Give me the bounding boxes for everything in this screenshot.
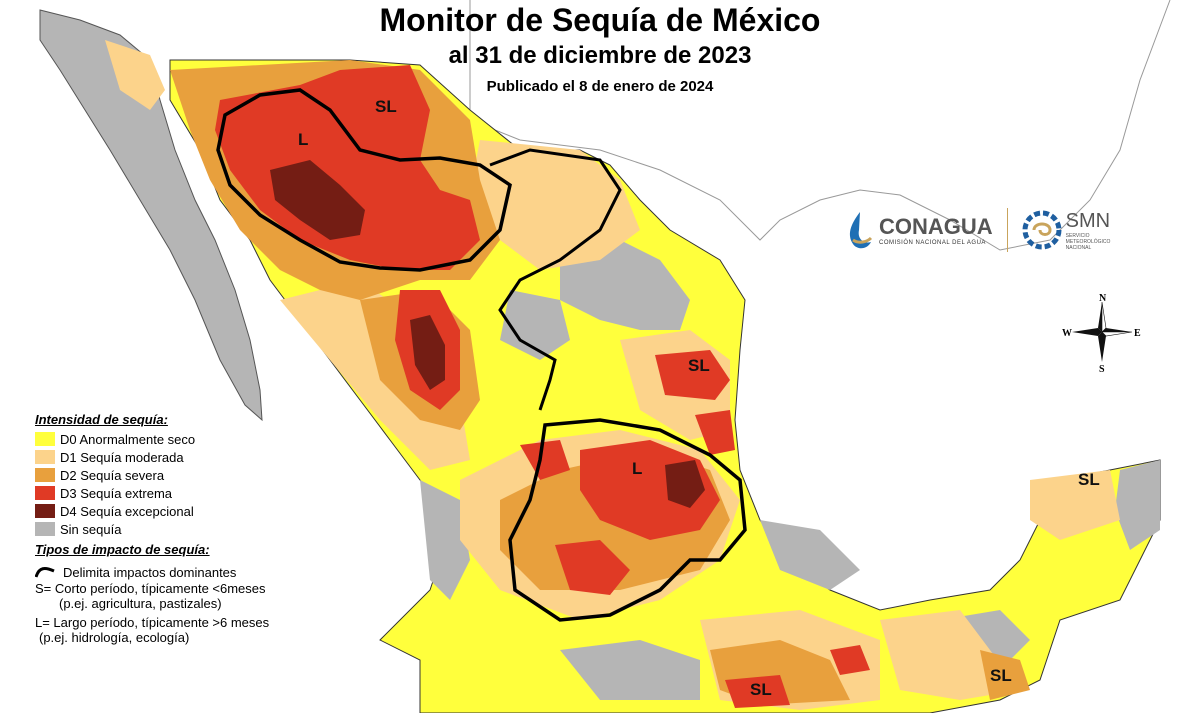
legend-item-label: D2 Sequía severa (60, 467, 165, 483)
d4-durango (410, 315, 445, 390)
gray-northeast (560, 240, 690, 330)
legend-item-label: Sin sequía (60, 521, 122, 537)
d2-southeast (980, 650, 1030, 700)
map-label-sl-northeast: SL (688, 356, 710, 375)
legend-item: D1 Sequía moderada (35, 448, 335, 466)
legend-item: D3 Sequía extrema (35, 484, 335, 502)
smn-subtitle-1: SERVICIO (1065, 232, 1090, 239)
legend-item: D0 Anormalmente seco (35, 430, 335, 448)
map-label-sl-south: SL (750, 680, 772, 699)
legend-swatch (35, 522, 55, 536)
gray-center-north (500, 290, 570, 360)
d1-yucatan (1030, 470, 1120, 540)
gray-south (560, 640, 700, 700)
d4-center (665, 460, 705, 508)
d1-north (470, 140, 640, 270)
legend-swatch (35, 450, 55, 464)
legend-swatch (35, 432, 55, 446)
baja-north-d1 (105, 40, 165, 110)
impact-boundary-northeast (489, 148, 622, 411)
legend-swatch (35, 468, 55, 482)
legend-boundary-row: Delimita impactos dominantes (35, 563, 335, 581)
smn-name: SMN (1065, 209, 1111, 232)
gray-pacific-south (420, 480, 470, 600)
gray-gulf-south (760, 520, 860, 590)
conagua-subtitle: COMISIÓN NACIONAL DEL AGUA (879, 240, 986, 246)
d3-center-west (520, 440, 570, 480)
d3-tamaulipas (695, 410, 735, 455)
map-label-l-northwest: L (298, 130, 309, 149)
d3-south-center (555, 540, 630, 595)
boundary-line-icon (35, 567, 55, 578)
legend-item-label: D0 Anormalmente seco (60, 431, 196, 447)
legend-intensity-title: Intensidad de sequía: (35, 412, 168, 427)
coastline-gulf (469, 0, 1171, 251)
impact-boundary-north (216, 88, 512, 272)
logos: CONAGUA COMISIÓN NACIONAL DEL AGUA SMN S… (845, 208, 1110, 252)
legend: Intensidad de sequía: D0 Anormalmente se… (35, 412, 335, 645)
legend-item-label: D3 Sequía extrema (60, 485, 173, 501)
compass-w: W (1062, 328, 1072, 339)
smn-logo-icon (1022, 210, 1062, 250)
publication-date: Publicado el 8 de enero de 2024 (486, 78, 714, 95)
compass-n: N (1099, 293, 1107, 304)
gray-yucatan (1115, 460, 1160, 550)
legend-long-1: L= Largo período, típicamente >6 meses (35, 615, 270, 630)
legend-short-2: (p.ej. agricultura, pastizales) (59, 596, 222, 611)
logo-divider (1006, 208, 1008, 252)
map-label-sl-southeast: SL (990, 666, 1012, 685)
legend-items: D0 Anormalmente seco D1 Sequía moderada D2… (35, 430, 335, 538)
legend-short-1: S= Corto período, típicamente <6meses (35, 581, 266, 596)
d4-sonora (270, 160, 365, 240)
smn-subtitle-3: NACIONAL (1065, 244, 1092, 251)
impact-boundary-center (508, 418, 747, 622)
conagua-logo-icon (849, 212, 873, 249)
d3-oaxaca (725, 675, 790, 708)
page-subtitle: al 31 de diciembre de 2023 (448, 42, 752, 69)
smn-subtitle-2: METEOROLÓGICO (1065, 238, 1111, 245)
legend-swatch (35, 486, 55, 500)
d1-southeast (880, 610, 1020, 700)
legend-item: D2 Sequía severa (35, 466, 335, 484)
d3-northeast (655, 350, 730, 400)
legend-item: Sin sequía (35, 520, 335, 538)
page-title: Monitor de Sequía de México (379, 2, 821, 38)
map-label-sl-yucatan: SL (1078, 470, 1100, 489)
legend-boundary-label: Delimita impactos dominantes (63, 564, 237, 580)
legend-item-label: D4 Sequía excepcional (60, 503, 194, 519)
compass-e: E (1134, 328, 1141, 339)
compass-rose-icon: N S W E (1062, 293, 1141, 372)
legend-swatch (35, 504, 55, 518)
map-label-sl-north: SL (375, 97, 397, 116)
legend-item: D4 Sequía excepcional (35, 502, 335, 520)
map-label-l-center: L (632, 459, 643, 478)
legend-long-2: (p.ej. hidrología, ecología) (39, 630, 190, 645)
d3-chiapas (830, 645, 870, 675)
legend-item-label: D1 Sequía moderada (60, 449, 184, 465)
compass-s: S (1099, 364, 1105, 372)
conagua-name: CONAGUA (879, 214, 993, 239)
legend-impact-title: Tipos de impacto de sequía: (35, 542, 210, 557)
d3-north (215, 65, 480, 270)
